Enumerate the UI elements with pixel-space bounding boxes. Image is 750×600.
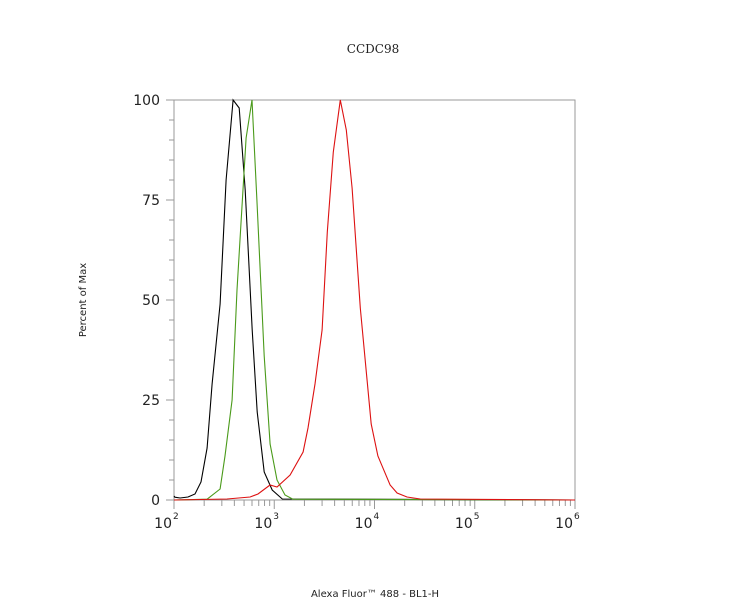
histogram-series-2 xyxy=(173,99,576,501)
x-tick-label: 10 3 xyxy=(254,512,279,532)
y-tick-label: 75 xyxy=(142,193,160,209)
x-tick-label: 10 5 xyxy=(455,512,480,532)
y-tick-label: 50 xyxy=(142,293,160,309)
x-tick-exponent: 2 xyxy=(173,512,179,522)
x-tick-base: 10 xyxy=(254,516,272,532)
x-tick-label: 10 2 xyxy=(154,512,179,532)
x-tick-label: 10 4 xyxy=(355,512,380,532)
y-tick-label: 25 xyxy=(142,393,160,409)
x-tick-exponent: 4 xyxy=(374,512,380,522)
y-tick-label: 100 xyxy=(133,93,160,109)
histogram-series-3 xyxy=(173,99,576,501)
x-tick-label: 10 6 xyxy=(555,512,580,532)
chart-title: CCDC98 xyxy=(347,42,399,56)
x-tick-exponent: 3 xyxy=(273,512,279,522)
y-tick-label: 0 xyxy=(151,493,160,509)
x-axis-label: Alexa Fluor™ 488 - BL1-H xyxy=(311,589,439,600)
y-axis-label: Percent of Max xyxy=(78,263,89,337)
histogram-series-1 xyxy=(173,98,576,501)
x-tick-base: 10 xyxy=(355,516,373,532)
x-tick-base: 10 xyxy=(555,516,573,532)
x-tick-exponent: 6 xyxy=(574,512,580,522)
x-tick-base: 10 xyxy=(154,516,172,532)
x-tick-exponent: 5 xyxy=(474,512,480,522)
x-tick-base: 10 xyxy=(455,516,473,532)
